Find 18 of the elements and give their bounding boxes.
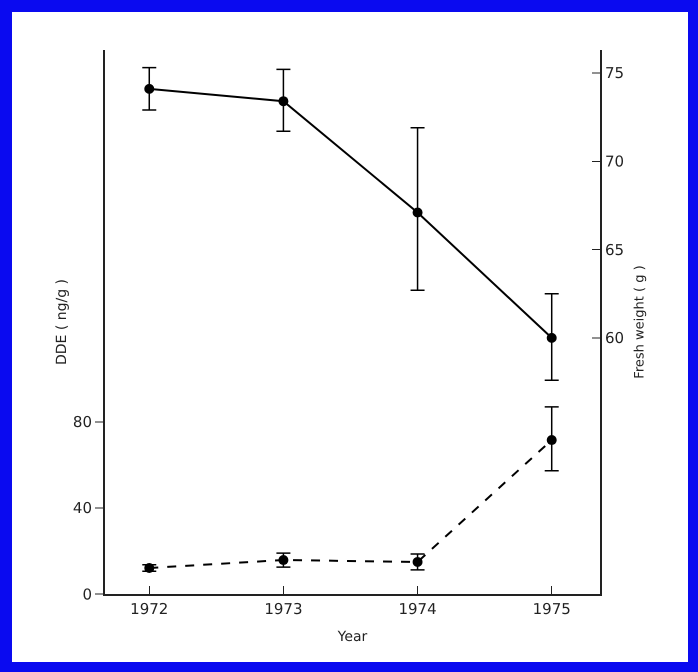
y-tick-label: 0 <box>82 585 92 604</box>
x-tick-label: 1972 <box>130 600 168 618</box>
y2-axis-title: Fresh weight ( g ) <box>632 265 648 379</box>
y2-tick-label: 75 <box>605 64 624 82</box>
x-tick-label: 1975 <box>532 600 571 618</box>
y-tick-label: 80 <box>72 413 92 432</box>
x-tick-label: 1973 <box>264 600 303 618</box>
y-axis-title: DDE ( ng/g ) <box>54 278 70 366</box>
y2-tick-label: 70 <box>605 152 624 171</box>
point <box>546 332 557 343</box>
y-tick-label: 40 <box>72 499 92 518</box>
y2-tick-label: 65 <box>605 240 624 259</box>
point <box>278 96 288 106</box>
x-tick-label: 1974 <box>398 600 437 618</box>
point <box>412 207 423 218</box>
x-axis-title: Year <box>336 628 368 645</box>
point <box>144 84 154 94</box>
y2-tick-label: 60 <box>605 329 624 348</box>
